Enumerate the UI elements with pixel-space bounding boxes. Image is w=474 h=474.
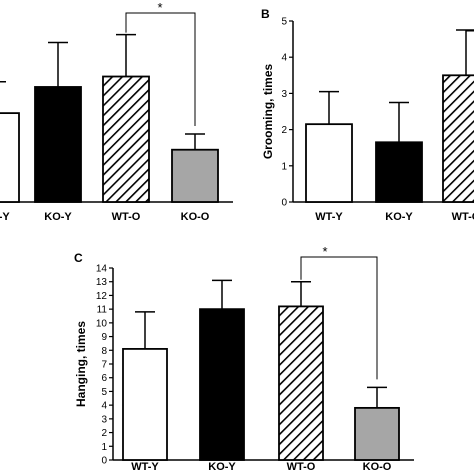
category-label: KO-Y xyxy=(385,211,413,223)
significance-bracket xyxy=(125,12,196,127)
bar-wt-o xyxy=(442,74,474,203)
y-tick-label: 12 xyxy=(96,291,108,302)
bar-ko-y xyxy=(34,86,82,203)
y-tick-label: 11 xyxy=(97,305,108,316)
significance-bracket xyxy=(300,256,378,380)
y-tick-label: 10 xyxy=(96,318,108,329)
category-label: WT-O xyxy=(112,211,141,223)
bar-ko-y xyxy=(375,141,423,203)
y-tick-label: 6 xyxy=(101,373,107,384)
significance-star: * xyxy=(157,0,162,15)
bar-wt-o xyxy=(102,75,150,203)
y-tick-label: 4 xyxy=(281,53,287,64)
bar-wt-y xyxy=(122,348,168,461)
y-tick-label: 8 xyxy=(101,346,107,357)
bar-wt-y xyxy=(305,123,353,203)
y-tick-label: 2 xyxy=(101,428,107,439)
bar-wt-y xyxy=(0,112,20,203)
y-tick-label: 5 xyxy=(281,17,287,28)
y-axis-label: Grooming, times xyxy=(261,64,275,160)
category-label: KO-Y xyxy=(44,211,72,223)
category-label: KO-O xyxy=(363,461,392,473)
y-tick-label: 0 xyxy=(281,198,287,209)
y-tick-label: 4 xyxy=(101,401,107,412)
panel-b-chart: 0 1 2 3 4 5 Grooming, times WT-Y KO-Y WT-O xyxy=(261,17,474,223)
y-tick-label: 0 xyxy=(101,456,107,467)
y-axis-label: Hanging, times xyxy=(74,321,88,407)
bar-ko-o xyxy=(354,406,400,461)
y-tick-label: 5 xyxy=(101,387,107,398)
bar-ko-y xyxy=(199,308,245,461)
y-tick-label: 1 xyxy=(101,442,107,453)
y-tick-label: 3 xyxy=(101,414,107,425)
category-label: WT-O xyxy=(452,211,474,223)
panel-label-b: B xyxy=(261,7,270,21)
significance-bracket-partial xyxy=(465,30,474,36)
category-label: WT-Y xyxy=(131,461,159,473)
category-label: WT-Y xyxy=(0,211,10,223)
category-label: WT-Y xyxy=(315,211,343,223)
category-label: WT-O xyxy=(287,461,316,473)
category-label: KO-Y xyxy=(208,461,236,473)
bar-ko-o xyxy=(171,148,219,203)
y-tick-label: 2 xyxy=(281,125,287,136)
category-label: KO-O xyxy=(181,211,210,223)
y-tick-label: 9 xyxy=(101,332,107,343)
panel-a-chart: WT-Y KO-Y WT-O KO-O * xyxy=(0,0,233,223)
y-tick-label: 7 xyxy=(101,360,107,371)
y-tick-label: 13 xyxy=(96,277,108,288)
y-tick-label: 3 xyxy=(281,89,287,100)
y-tick-label: 1 xyxy=(281,161,287,172)
panel-label-c: C xyxy=(74,251,83,265)
bar-wt-o xyxy=(278,305,324,461)
significance-star: * xyxy=(322,244,327,259)
y-tick-label: 14 xyxy=(96,264,108,275)
